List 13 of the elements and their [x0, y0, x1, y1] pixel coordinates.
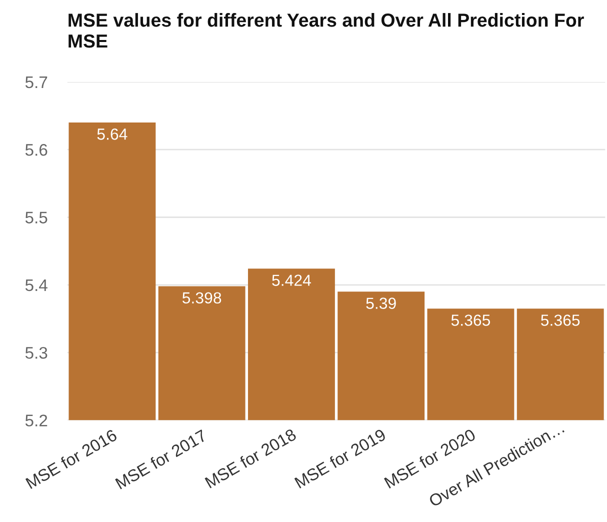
data-label: 5.39	[366, 298, 396, 309]
data-label: 5.398	[182, 292, 222, 304]
y-tick-label: 5.4	[25, 279, 48, 292]
data-label: 5.365	[541, 314, 580, 326]
y-tick-label: 5.7	[25, 76, 48, 88]
y-tick-label: 5.6	[25, 144, 48, 156]
data-label: 5.365	[451, 314, 490, 326]
data-label: 5.64	[97, 128, 128, 140]
y-tick-label: 5.2	[25, 414, 48, 426]
y-tick-label: 5.3	[25, 346, 48, 359]
y-tick-label: 5.5	[25, 212, 48, 224]
data-label: 5.424	[272, 274, 311, 286]
chart-title: MSE values for different Years and Over All Prediction For MSE	[68, 13, 584, 48]
